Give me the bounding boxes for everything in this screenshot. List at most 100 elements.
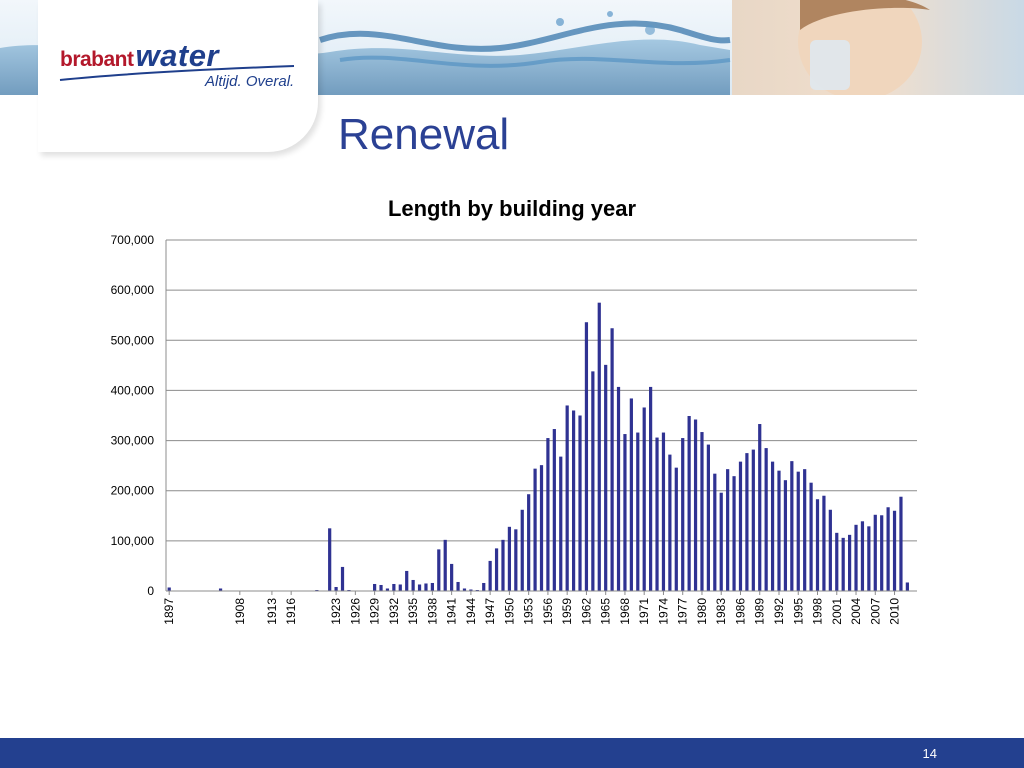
x-tick-label: 1913 [265, 598, 279, 625]
x-tick-label: 1941 [445, 598, 459, 625]
x-tick-label: 1965 [599, 598, 613, 625]
x-tick-label: 1932 [387, 598, 401, 625]
bar [732, 476, 736, 591]
bar [597, 302, 601, 591]
chart-title: Length by building year [387, 196, 637, 221]
x-tick-label: 1998 [811, 598, 825, 625]
x-tick-label: 1944 [464, 598, 478, 625]
bar [726, 469, 730, 591]
bar [770, 461, 775, 591]
bar [398, 584, 402, 591]
header-banner [0, 0, 1024, 95]
bar [501, 539, 505, 591]
bar [636, 432, 640, 591]
bar [713, 473, 717, 591]
bar [507, 526, 512, 591]
bar [488, 560, 492, 591]
bar [385, 588, 390, 591]
y-tick-label: 200,000 [111, 484, 155, 498]
bar [443, 539, 447, 591]
bar [783, 480, 788, 591]
x-tick-label: 1992 [772, 598, 786, 625]
bar [815, 499, 820, 591]
bar [405, 570, 409, 591]
bar [571, 410, 576, 591]
x-tick-label: 1950 [502, 598, 516, 625]
bar [828, 509, 832, 591]
bar [340, 566, 345, 591]
bar [565, 405, 569, 591]
bar [796, 471, 800, 591]
bar [417, 584, 422, 591]
x-tick-label: 1974 [657, 598, 671, 625]
x-tick-label: 2004 [849, 598, 863, 625]
bar [706, 444, 710, 591]
x-tick-label: 1956 [541, 598, 555, 625]
bar [616, 386, 621, 591]
bar [584, 322, 589, 591]
bar [809, 482, 813, 591]
x-tick-label: 1983 [714, 598, 728, 625]
bar [835, 532, 839, 591]
x-tick-label: 1935 [406, 598, 420, 625]
x-tick-label: 1916 [284, 598, 298, 625]
bar [655, 437, 659, 591]
bar [892, 510, 897, 591]
bar [777, 470, 781, 591]
bar [334, 586, 338, 591]
bar [623, 434, 627, 591]
y-tick-label: 100,000 [111, 534, 155, 548]
y-tick-label: 300,000 [111, 434, 155, 448]
bar [424, 583, 428, 591]
x-tick-label: 1989 [753, 598, 767, 625]
x-tick-label: 1971 [637, 598, 651, 625]
x-tick-label: 1929 [368, 598, 382, 625]
x-tick-label: 1977 [676, 598, 690, 625]
bar [899, 496, 903, 591]
bar [841, 537, 845, 591]
brand-logo: brabantwater [60, 38, 219, 74]
x-tick-label: 1980 [695, 598, 709, 625]
x-tick-label: 1938 [425, 598, 439, 625]
y-tick-label: 500,000 [111, 333, 155, 347]
bar [867, 526, 871, 591]
page-number: 14 [922, 746, 937, 761]
bar [745, 453, 749, 591]
y-tick-label: 600,000 [111, 283, 155, 297]
bar [411, 579, 415, 591]
bar [751, 449, 755, 591]
logo-swoosh-icon [59, 65, 295, 81]
bar [482, 582, 486, 591]
bar [661, 432, 666, 591]
bar [520, 509, 524, 591]
y-axis-tick-labels: 0 100,000 200,000 300,000 400,000 500,000 600,… [111, 233, 155, 598]
x-tick-label: 1897 [162, 598, 176, 625]
x-tick-label: 2007 [868, 598, 882, 625]
bar [430, 582, 434, 591]
x-tick-label: 1947 [483, 598, 497, 625]
bar [687, 416, 691, 591]
chart-bars [167, 302, 909, 591]
bar [494, 548, 499, 591]
x-tick-label: 1959 [560, 598, 574, 625]
bar [790, 461, 794, 591]
bar [700, 432, 704, 591]
x-tick-label: 1953 [522, 598, 536, 625]
x-axis-tick-labels: 1897 1908 1913 1916 1923 1926 1929 1932 1935 1938… [162, 591, 902, 625]
bar [514, 529, 518, 591]
bar [681, 438, 685, 591]
y-tick-label: 0 [147, 584, 154, 598]
bar [738, 461, 743, 591]
bar [803, 469, 807, 591]
bar [649, 386, 653, 591]
logo-card: brabantwater Altijd. Overal. [38, 0, 318, 152]
bar [469, 589, 473, 591]
brand-name-part1: brabant [60, 48, 134, 71]
bar [873, 514, 877, 591]
x-tick-label: 1995 [791, 598, 805, 625]
bar [379, 584, 383, 591]
bar [629, 398, 633, 591]
bar [437, 549, 441, 591]
slide-title: Renewal [338, 110, 510, 159]
bar [848, 534, 852, 591]
